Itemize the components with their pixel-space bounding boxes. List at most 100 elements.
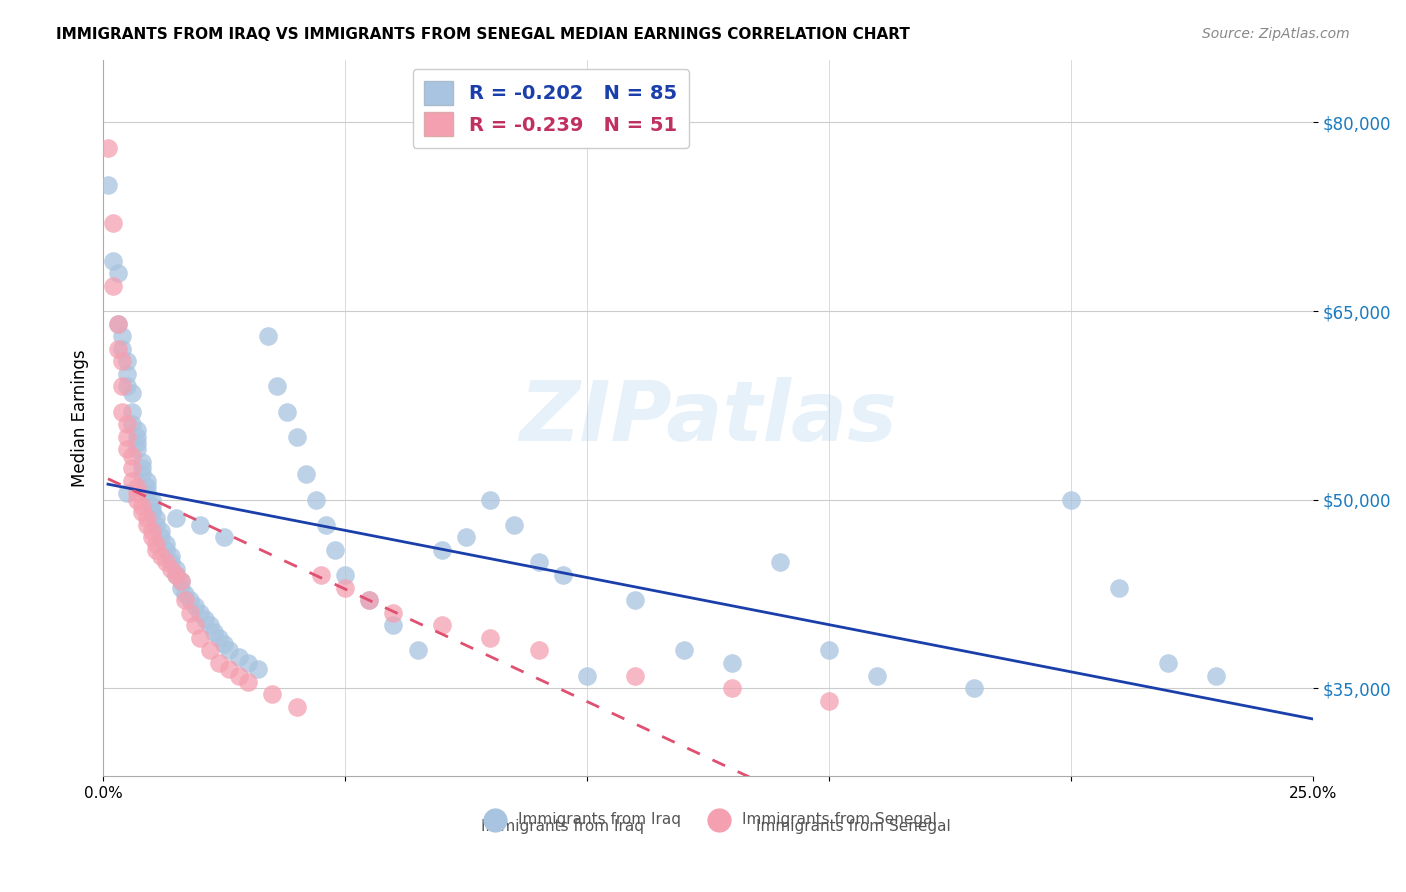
Point	[169, 581, 191, 595]
Point	[212, 637, 235, 651]
Point	[305, 492, 328, 507]
Point	[125, 424, 148, 438]
Point	[228, 649, 250, 664]
Point	[179, 606, 201, 620]
Point	[721, 656, 744, 670]
Point	[121, 417, 143, 432]
Legend: Immigrants from Iraq, Immigrants from Senegal: Immigrants from Iraq, Immigrants from Se…	[474, 805, 942, 833]
Text: IMMIGRANTS FROM IRAQ VS IMMIGRANTS FROM SENEGAL MEDIAN EARNINGS CORRELATION CHAR: IMMIGRANTS FROM IRAQ VS IMMIGRANTS FROM …	[56, 27, 910, 42]
Point	[135, 517, 157, 532]
Point	[818, 694, 841, 708]
Point	[107, 317, 129, 331]
Point	[1060, 492, 1083, 507]
Point	[174, 593, 197, 607]
Point	[125, 430, 148, 444]
Point	[117, 354, 139, 368]
Point	[117, 486, 139, 500]
Point	[315, 517, 337, 532]
Point	[184, 618, 207, 632]
Point	[121, 385, 143, 400]
Point	[188, 517, 211, 532]
Point	[238, 656, 260, 670]
Point	[141, 505, 163, 519]
Point	[218, 643, 240, 657]
Point	[359, 593, 381, 607]
Point	[150, 530, 173, 544]
Text: ZIPatlas: ZIPatlas	[519, 377, 897, 458]
Point	[125, 486, 148, 500]
Point	[135, 486, 157, 500]
Point	[131, 467, 153, 482]
Point	[169, 574, 191, 589]
Point	[141, 492, 163, 507]
Point	[624, 593, 647, 607]
Point	[165, 511, 187, 525]
Point	[145, 517, 167, 532]
Point	[121, 449, 143, 463]
Point	[121, 404, 143, 418]
Point	[125, 442, 148, 457]
Point	[454, 530, 477, 544]
Text: Immigrants from Iraq: Immigrants from Iraq	[481, 819, 644, 834]
Point	[141, 499, 163, 513]
Point	[117, 442, 139, 457]
Point	[1108, 581, 1130, 595]
Point	[527, 556, 550, 570]
Point	[202, 624, 225, 639]
Point	[107, 342, 129, 356]
Point	[479, 631, 502, 645]
Point	[131, 461, 153, 475]
Point	[333, 581, 356, 595]
Point	[1156, 656, 1178, 670]
Point	[135, 480, 157, 494]
Point	[150, 524, 173, 538]
Point	[866, 668, 889, 682]
Point	[111, 329, 134, 343]
Point	[111, 379, 134, 393]
Point	[325, 542, 347, 557]
Point	[430, 618, 453, 632]
Point	[97, 140, 120, 154]
Point	[184, 599, 207, 614]
Point	[963, 681, 986, 696]
Y-axis label: Median Earnings: Median Earnings	[72, 349, 89, 487]
Point	[125, 492, 148, 507]
Point	[145, 536, 167, 550]
Point	[150, 549, 173, 564]
Point	[198, 643, 221, 657]
Point	[238, 674, 260, 689]
Point	[121, 474, 143, 488]
Point	[430, 542, 453, 557]
Point	[266, 379, 288, 393]
Point	[169, 574, 191, 589]
Point	[769, 556, 792, 570]
Point	[101, 253, 124, 268]
Point	[135, 511, 157, 525]
Point	[131, 499, 153, 513]
Point	[145, 511, 167, 525]
Point	[218, 662, 240, 676]
Point	[160, 562, 183, 576]
Point	[406, 643, 429, 657]
Point	[111, 342, 134, 356]
Point	[208, 656, 231, 670]
Point	[624, 668, 647, 682]
Point	[135, 474, 157, 488]
Point	[276, 404, 298, 418]
Text: Immigrants from Senegal: Immigrants from Senegal	[755, 819, 950, 834]
Point	[382, 606, 405, 620]
Point	[111, 404, 134, 418]
Point	[672, 643, 695, 657]
Point	[174, 587, 197, 601]
Point	[818, 643, 841, 657]
Point	[256, 329, 278, 343]
Point	[111, 354, 134, 368]
Point	[295, 467, 318, 482]
Point	[359, 593, 381, 607]
Point	[503, 517, 526, 532]
Point	[309, 568, 332, 582]
Point	[208, 631, 231, 645]
Point	[160, 549, 183, 564]
Point	[155, 556, 177, 570]
Point	[160, 556, 183, 570]
